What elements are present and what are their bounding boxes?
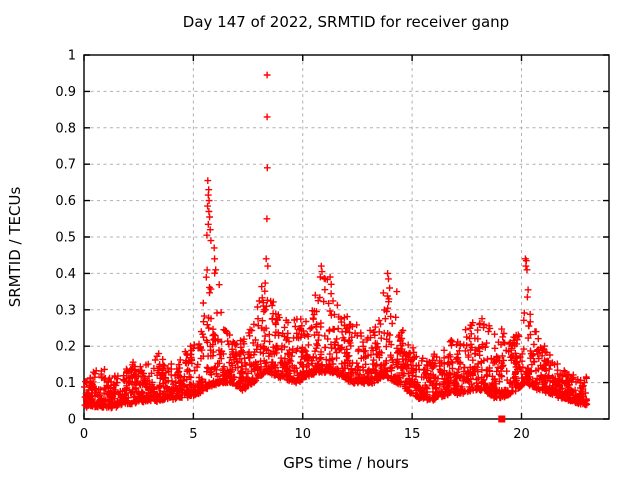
y-tick-label: 0.5 <box>55 231 76 246</box>
axes-and-ticks <box>83 54 610 420</box>
data-points <box>81 71 591 412</box>
x-tick-label: 10 <box>294 427 311 442</box>
square-marker <box>498 415 506 423</box>
chart-title: Day 147 of 2022, SRMTID for receiver gan… <box>183 13 509 31</box>
y-tick-label: 0.2 <box>55 340 76 355</box>
y-tick-label: 0.9 <box>55 85 76 100</box>
y-tick-label: 0.4 <box>55 267 76 282</box>
x-tick-label: 5 <box>189 427 197 442</box>
x-axis-label: GPS time / hours <box>283 454 409 472</box>
y-tick-label: 0.7 <box>55 158 76 173</box>
y-tick-label: 0 <box>68 413 76 428</box>
tick-labels: 00.10.20.30.40.50.60.70.80.910 5 10 15 20 <box>55 49 529 443</box>
x-tick-label: 0 <box>80 427 88 442</box>
y-axis-label: SRMTID / TECUs <box>6 187 24 308</box>
y-tick-label: 0.6 <box>55 194 76 209</box>
y-tick-label: 1 <box>68 49 76 64</box>
tick-marks <box>83 54 609 420</box>
y-tick-label: 0.8 <box>55 121 76 136</box>
y-tick-label: 0.3 <box>55 303 76 318</box>
x-tick-label: 15 <box>404 427 421 442</box>
y-tick-label: 0.1 <box>55 376 76 391</box>
x-tick-label: 20 <box>513 427 530 442</box>
